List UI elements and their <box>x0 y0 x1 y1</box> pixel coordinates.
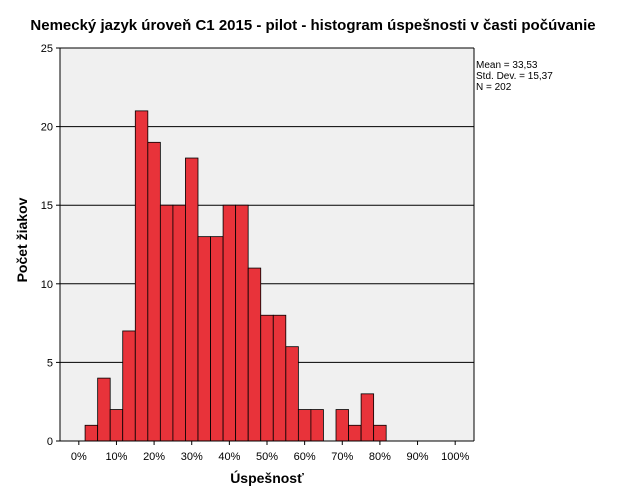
histogram-bar <box>235 204 249 442</box>
stats-mean: Mean = 33,53 <box>476 60 538 71</box>
x-tick-label: 30% <box>181 451 203 463</box>
histogram-bar <box>159 204 174 442</box>
histogram-bar <box>185 157 199 442</box>
histogram-bar <box>335 409 349 442</box>
stats-std-dev: Std. Dev. = 15,37 <box>476 71 553 82</box>
histogram-bar <box>285 346 299 442</box>
y-tick-label: 0 <box>47 436 53 448</box>
x-tick-label: 100% <box>441 451 469 463</box>
histogram-bar <box>109 409 124 442</box>
x-tick-label: 60% <box>294 451 316 463</box>
histogram-bar <box>84 424 99 442</box>
histogram-bar <box>360 393 375 442</box>
histogram-bar <box>260 314 274 442</box>
histogram-bar <box>147 141 161 442</box>
x-tick-label: 10% <box>105 451 127 463</box>
x-tick-label: 50% <box>256 451 278 463</box>
histogram-bar <box>222 204 237 442</box>
x-tick-label: 90% <box>407 451 429 463</box>
histogram-bar <box>172 204 186 442</box>
stats-n: N = 202 <box>476 82 512 93</box>
histogram-bar <box>247 267 262 442</box>
y-tick-label: 15 <box>41 200 53 212</box>
y-tick-label: 20 <box>41 122 53 134</box>
histogram-bar <box>210 236 224 442</box>
y-tick-label: 10 <box>41 279 53 291</box>
x-tick-label: 20% <box>143 451 165 463</box>
chart-title: Nemecký jazyk úroveň C1 2015 - pilot - h… <box>30 17 595 34</box>
histogram-bar <box>348 424 362 442</box>
x-axis-title: Úspešnosť <box>230 469 304 486</box>
histogram-bar <box>373 424 387 442</box>
histogram-bar <box>310 409 324 442</box>
x-tick-label: 80% <box>369 451 391 463</box>
x-tick-label: 0% <box>71 451 87 463</box>
histogram-bar <box>272 314 287 442</box>
histogram-bar <box>122 330 136 442</box>
y-tick-label: 5 <box>47 357 53 369</box>
histogram-bar <box>197 236 211 442</box>
histogram-bar <box>297 409 312 442</box>
y-tick-label: 25 <box>41 43 53 55</box>
x-tick-label: 40% <box>218 451 240 463</box>
histogram-bar <box>134 110 149 442</box>
y-ticks: 0 5 10 15 20 25 <box>41 43 60 448</box>
histogram-bar <box>97 377 111 442</box>
x-tick-label: 70% <box>331 451 353 463</box>
y-axis-title: Počet žiakov <box>14 197 30 282</box>
x-ticks: 0% 10% 20% 30% 40% 50% 60% 70% 80% 90% 100% <box>71 441 469 463</box>
